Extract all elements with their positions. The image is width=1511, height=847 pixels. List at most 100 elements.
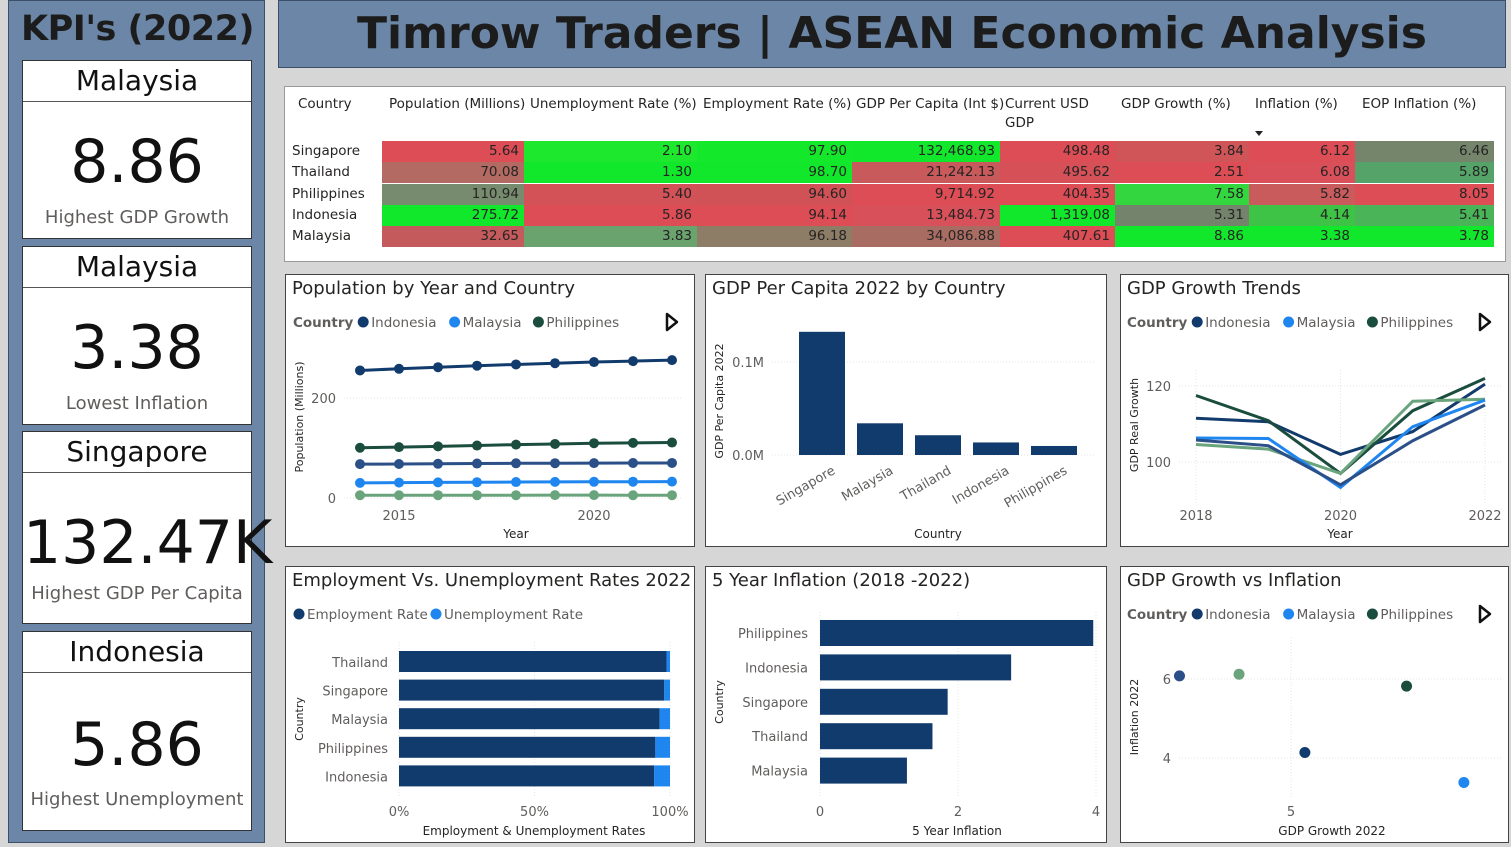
gdp-growth-line-chart[interactable]: Country Indonesia Malaysia Philippines 100 12… bbox=[1121, 275, 1508, 546]
table-cell: 5.31 bbox=[1115, 204, 1249, 226]
y-axis-title: GDP Real Growth bbox=[1128, 378, 1141, 472]
kpi-card-unemployment[interactable]: Indonesia 5.86 Highest Unemployment bbox=[22, 631, 252, 831]
kpi-country: Indonesia bbox=[23, 632, 251, 673]
series-line bbox=[1195, 382, 1486, 457]
x-axis-title: 5 Year Inflation bbox=[912, 824, 1002, 838]
chart-title: Population by Year and Country bbox=[292, 278, 576, 299]
x-axis-title: Employment & Unemployment Rates bbox=[423, 824, 646, 838]
table-cell: 70.08 bbox=[382, 162, 524, 184]
legend-marker bbox=[1283, 608, 1295, 620]
legend-item: Employment Rate bbox=[307, 607, 428, 623]
data-point bbox=[628, 490, 638, 501]
kpi-label: Lowest Inflation bbox=[65, 393, 209, 414]
data-point bbox=[589, 490, 599, 501]
kpi-country: Malaysia bbox=[23, 247, 251, 288]
table-cell: 7.58 bbox=[1115, 183, 1249, 205]
data-point bbox=[433, 362, 443, 373]
table-header-inflation[interactable]: Inflation (%) bbox=[1255, 96, 1338, 112]
table-cell: 3.83 bbox=[524, 226, 697, 248]
table-cell: 5.41 bbox=[1355, 204, 1494, 226]
bar-employment bbox=[399, 679, 665, 701]
x-tick-label: 0% bbox=[389, 805, 410, 820]
growth-vs-inflation-panel[interactable]: GDP Growth vs Inflation Country Indonesia… bbox=[1120, 566, 1509, 843]
gdp-per-capita-chart-panel[interactable]: GDP Per Capita 2022 by Country 0.0M 0.1M G… bbox=[705, 274, 1107, 547]
growth-inflation-scatter[interactable]: Country Indonesia Malaysia Philippines465GD… bbox=[1121, 567, 1508, 842]
data-point bbox=[394, 477, 404, 488]
bar-employment bbox=[399, 736, 656, 758]
bar bbox=[915, 435, 961, 455]
data-point bbox=[667, 457, 677, 468]
inflation-bar-chart[interactable]: 0 2 4 5 Year Inflation Country Philippines Ind… bbox=[706, 567, 1106, 842]
inflation-chart-panel[interactable]: 5 Year Inflation (2018 -2022) 0 2 4 5 Year … bbox=[705, 566, 1107, 843]
scatter-point bbox=[1458, 776, 1470, 788]
table-cell: 9,714.92 bbox=[852, 183, 1000, 205]
employment-stacked-bar-chart[interactable]: Employment Rate Unemployment Rate 0% 50% 100… bbox=[286, 567, 694, 842]
x-tick-label: 5 bbox=[1287, 805, 1295, 820]
data-point bbox=[472, 490, 482, 501]
table-header-gdp-per-capita[interactable]: GDP Per Capita (Int $) bbox=[856, 96, 1005, 112]
table-cell: 5.89 bbox=[1355, 162, 1494, 184]
table-cell: 132,468.93 bbox=[852, 141, 1000, 162]
table-cell: 94.60 bbox=[697, 183, 852, 205]
kpi-label: Highest GDP Growth bbox=[44, 207, 230, 228]
table-cell: 275.72 bbox=[382, 204, 524, 226]
scatter-point bbox=[1299, 746, 1311, 758]
x-tick-label: Malaysia bbox=[839, 463, 896, 504]
gdp-per-capita-bar-chart[interactable]: 0.0M 0.1M GDP Per Capita 2022 Country Singap… bbox=[706, 275, 1106, 546]
x-axis-title: Year bbox=[1326, 527, 1352, 541]
kpi-card-gdp-per-capita[interactable]: Singapore 132.47K Highest GDP Per Capita bbox=[22, 431, 272, 624]
table-header-gdp-growth[interactable]: GDP Growth (%) bbox=[1121, 96, 1231, 112]
table-header-employment[interactable]: Employment Rate (%) bbox=[703, 96, 852, 112]
data-point bbox=[667, 355, 677, 366]
bar bbox=[857, 423, 903, 455]
population-line-chart[interactable]: Country Indonesia Malaysia Philippines 0 200 2… bbox=[286, 275, 694, 546]
table-body: Singapore 5.64 2.10 97.90 132,468.93 498.48 3.… bbox=[285, 141, 1507, 251]
table-cell: 2.10 bbox=[524, 141, 697, 162]
bar bbox=[820, 757, 907, 784]
y-tick-label: Indonesia bbox=[745, 661, 808, 676]
bar-unemployment bbox=[659, 708, 671, 730]
gdp-growth-trends-panel[interactable]: GDP Growth Trends Country Indonesia Malays… bbox=[1120, 274, 1509, 547]
kpi-value: 3.38 bbox=[70, 313, 204, 383]
y-tick-label: 200 bbox=[311, 392, 336, 407]
legend-marker bbox=[430, 608, 442, 620]
population-chart-panel[interactable]: Population by Year and Country Country In… bbox=[285, 274, 695, 547]
table-header-eop-inflation[interactable]: EOP Inflation (%) bbox=[1362, 96, 1477, 112]
table-header-usd-gdp[interactable]: Current USD GDP bbox=[1005, 96, 1089, 131]
kpi-country: Singapore bbox=[23, 432, 251, 473]
chart-title: Employment Vs. Unemployment Rates 2022 bbox=[292, 570, 692, 591]
data-point bbox=[511, 490, 521, 501]
employment-chart-panel[interactable]: Employment Vs. Unemployment Rates 2022 E… bbox=[285, 566, 695, 843]
play-axis-icon bbox=[665, 312, 679, 332]
country-metrics-table[interactable]: Country Population (Millions) Unemployme… bbox=[284, 86, 1506, 262]
data-point bbox=[433, 441, 443, 452]
table-row-country: Thailand bbox=[292, 164, 350, 181]
kpi-country: Malaysia bbox=[23, 61, 251, 102]
kpi-card-inflation[interactable]: Malaysia 3.38 Lowest Inflation bbox=[22, 246, 252, 425]
scatter-point bbox=[1233, 668, 1245, 680]
x-axis-title: GDP Growth 2022 bbox=[1278, 824, 1385, 838]
data-point bbox=[355, 442, 365, 453]
x-tick-label: 2015 bbox=[382, 509, 415, 524]
sort-descending-icon[interactable] bbox=[1255, 131, 1263, 136]
bar bbox=[820, 620, 1094, 646]
data-point bbox=[394, 490, 404, 501]
bar-employment bbox=[399, 765, 655, 787]
x-tick-label: 2022 bbox=[1468, 509, 1501, 524]
chart-title: GDP Per Capita 2022 by Country bbox=[712, 278, 1006, 299]
bar-unemployment bbox=[664, 679, 670, 701]
title-banner: Timrow Traders | ASEAN Economic Analysis bbox=[278, 0, 1506, 68]
table-header-country[interactable]: Country bbox=[298, 96, 352, 112]
data-point bbox=[394, 363, 404, 374]
table-header-unemployment[interactable]: Unemployment Rate (%) bbox=[530, 96, 697, 112]
y-tick-label: 6 bbox=[1163, 673, 1171, 688]
kpi-card-gdp-growth[interactable]: Malaysia 8.86 Highest GDP Growth bbox=[22, 60, 252, 239]
chart-title: GDP Growth vs Inflation bbox=[1127, 570, 1342, 591]
table-header-population[interactable]: Population (Millions) bbox=[389, 96, 526, 112]
kpi-sidebar-title: KPI's (2022) bbox=[21, 9, 254, 49]
data-point bbox=[628, 458, 638, 468]
table-cell: 2.51 bbox=[1115, 162, 1249, 184]
y-tick-label: Singapore bbox=[322, 685, 388, 700]
table-cell: 5.86 bbox=[524, 204, 697, 226]
x-axis-title: Country bbox=[914, 527, 962, 541]
